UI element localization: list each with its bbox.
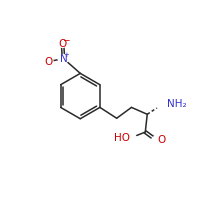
Text: HO: HO [114,133,130,143]
Text: O: O [45,57,53,67]
Text: N: N [60,54,67,64]
Ellipse shape [58,55,69,63]
Text: O: O [58,39,67,49]
Ellipse shape [125,134,136,142]
Ellipse shape [152,136,160,143]
Ellipse shape [156,101,167,109]
Ellipse shape [58,40,67,47]
Text: NH₂: NH₂ [167,99,187,109]
Text: −: − [62,35,70,44]
Text: O: O [157,135,165,145]
Ellipse shape [44,58,53,65]
Text: +: + [63,52,69,58]
